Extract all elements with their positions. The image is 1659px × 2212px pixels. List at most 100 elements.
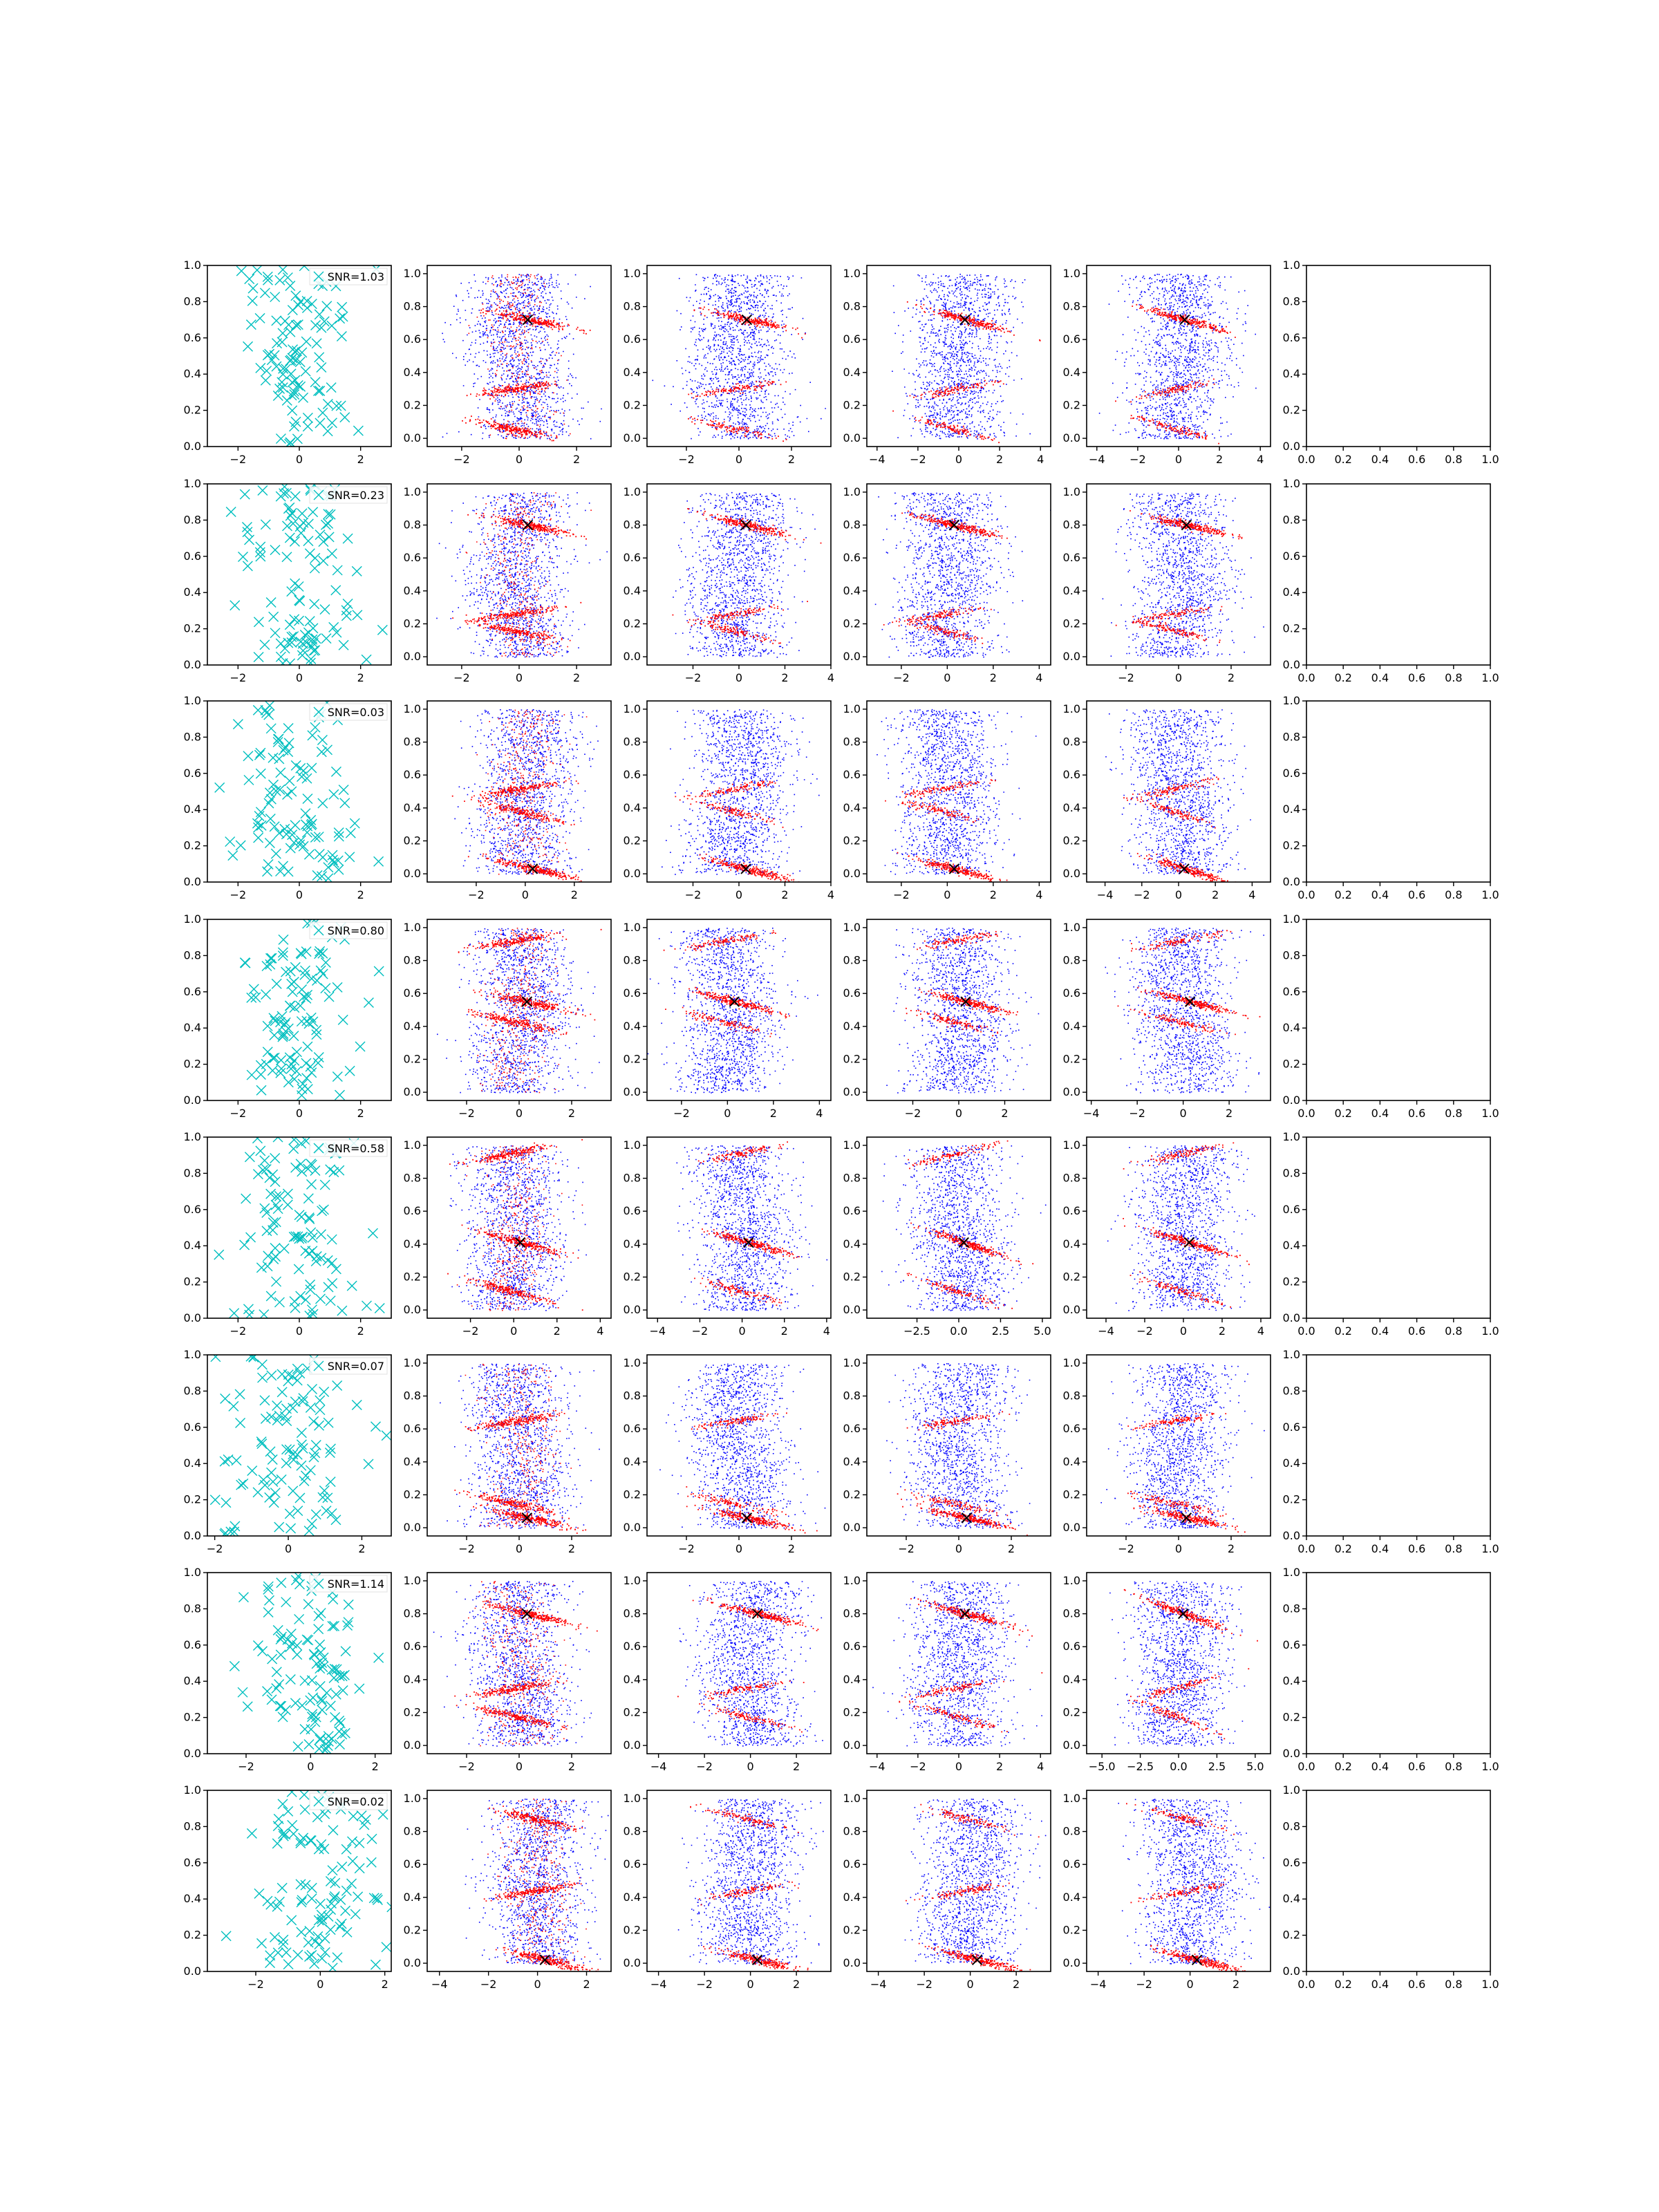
y-tick-label: 0.2 xyxy=(404,1923,421,1936)
legend: SNR=0.03 xyxy=(309,703,388,721)
x-tick-label: 0 xyxy=(738,1324,745,1338)
sample-marker xyxy=(307,1246,318,1257)
legend-marker-icon xyxy=(313,925,324,936)
y-tick-label: 0.2 xyxy=(624,1705,641,1718)
sample-marker xyxy=(308,1649,319,1660)
sample-marker xyxy=(317,1696,328,1707)
y-tick-label: 1.0 xyxy=(1063,1356,1080,1369)
x-tick-label: −4 xyxy=(1097,888,1114,901)
x-tick-label: 0 xyxy=(296,671,303,684)
axes-frame xyxy=(1306,1136,1491,1319)
sample-marker xyxy=(281,487,292,498)
y-tick-label: 1.0 xyxy=(624,1574,641,1587)
x-tick-label: 2 xyxy=(1232,1978,1239,1991)
sample-marker xyxy=(221,1931,232,1942)
sample-marker xyxy=(301,1073,312,1084)
y-tick-label: 0.0 xyxy=(1283,1965,1300,1978)
y-tick-label: 0.8 xyxy=(184,1602,201,1615)
x-tick-label: 0.2 xyxy=(1334,1324,1351,1338)
sample-marker xyxy=(288,1137,299,1145)
y-tick-label: 0.0 xyxy=(624,1521,641,1534)
sample-marker xyxy=(266,1467,277,1478)
x-tick-label: −2 xyxy=(696,1760,713,1773)
center-marker xyxy=(948,519,960,531)
sample-marker xyxy=(304,1311,315,1318)
sample-marker xyxy=(371,1893,382,1904)
cluster-points xyxy=(483,1798,599,1971)
background-points xyxy=(1105,927,1264,1094)
sample-marker xyxy=(341,605,352,616)
y-tick-label: 0.4 xyxy=(1063,1673,1080,1686)
sample-marker xyxy=(260,519,271,530)
sample-marker xyxy=(256,820,267,831)
y-tick-label: 1.0 xyxy=(843,1356,861,1369)
y-tick-label: 0.0 xyxy=(624,867,641,880)
background-points xyxy=(904,1798,1047,1965)
sample-marker xyxy=(281,1444,292,1455)
sample-marker xyxy=(209,1494,221,1506)
y-tick-label: 0.2 xyxy=(404,1052,421,1065)
sample-marker xyxy=(337,1014,348,1025)
sample-marker xyxy=(337,1862,348,1873)
sample-marker xyxy=(283,722,294,733)
cluster-points xyxy=(672,508,822,644)
sample-marker xyxy=(312,1812,323,1823)
sample-marker xyxy=(242,527,253,538)
sample-marker xyxy=(271,315,282,326)
sample-marker xyxy=(304,1926,315,1937)
y-tick-label: 0.4 xyxy=(624,1020,641,1033)
y-tick-label: 0.4 xyxy=(404,1237,421,1250)
sample-marker xyxy=(290,375,301,386)
x-tick-label: 2 xyxy=(357,671,364,684)
sample-marker xyxy=(318,536,329,547)
center-marker xyxy=(958,1237,969,1248)
y-tick-label: 0.6 xyxy=(843,1204,861,1217)
y-tick-label: 0.6 xyxy=(843,1640,861,1653)
x-tick-label: −4 xyxy=(650,1760,667,1773)
y-tick-label: 0.4 xyxy=(184,1239,201,1252)
sample-marker xyxy=(335,1921,346,1932)
sample-marker xyxy=(330,585,341,596)
sample-marker xyxy=(266,1370,277,1381)
sample-marker xyxy=(306,1179,317,1190)
y-tick-label: 0.6 xyxy=(404,986,421,1000)
sample-marker xyxy=(314,309,325,320)
y-tick-label: 0.2 xyxy=(624,1923,641,1936)
y-tick-label: 0.0 xyxy=(184,875,201,888)
sample-marker xyxy=(267,1454,278,1465)
sample-marker xyxy=(274,383,285,394)
subplot-r0-c3: 0.0 0.2 0.4 0.6 0.8 1.0 −4 −2 0 2 4 xyxy=(843,265,1051,466)
x-tick-label: 2 xyxy=(1013,1978,1020,1991)
cluster-points xyxy=(451,709,588,882)
sample-marker xyxy=(313,1844,324,1855)
x-tick-label: 4 xyxy=(1035,671,1042,684)
subplot-r0-c0: SNR=1.03 0.0 0.2 0.4 0.6 0.8 1.0 −2 0 2 xyxy=(184,259,392,466)
sample-marker xyxy=(289,1296,300,1307)
x-tick-label: 0 xyxy=(516,453,523,466)
sample-marker xyxy=(328,789,339,800)
x-tick-label: 0.0 xyxy=(1297,888,1315,901)
sample-marker xyxy=(284,1052,295,1063)
sample-marker xyxy=(292,1231,303,1242)
x-tick-label: 0.8 xyxy=(1445,1107,1462,1120)
cluster-points xyxy=(906,1803,1040,1971)
y-tick-label: 0.6 xyxy=(624,332,641,346)
sample-marker xyxy=(259,1155,270,1166)
plot-area xyxy=(904,1798,1047,1971)
sample-marker xyxy=(291,346,302,357)
sample-marker xyxy=(243,751,254,762)
x-tick-label: 4 xyxy=(1035,888,1042,901)
center-marker xyxy=(514,1237,526,1248)
y-tick-label: 0.6 xyxy=(404,332,421,346)
sample-marker xyxy=(310,832,321,843)
sample-marker xyxy=(297,1396,308,1407)
sample-marker xyxy=(325,1924,336,1936)
legend-marker-icon xyxy=(313,489,324,500)
sample-marker xyxy=(270,1488,281,1499)
sample-marker xyxy=(236,1479,247,1490)
sample-marker xyxy=(265,1958,276,1969)
y-tick-label: 0.2 xyxy=(1283,404,1300,417)
cluster-points xyxy=(1115,303,1236,444)
y-tick-label: 0.4 xyxy=(843,366,861,379)
plot-area xyxy=(647,928,818,1094)
